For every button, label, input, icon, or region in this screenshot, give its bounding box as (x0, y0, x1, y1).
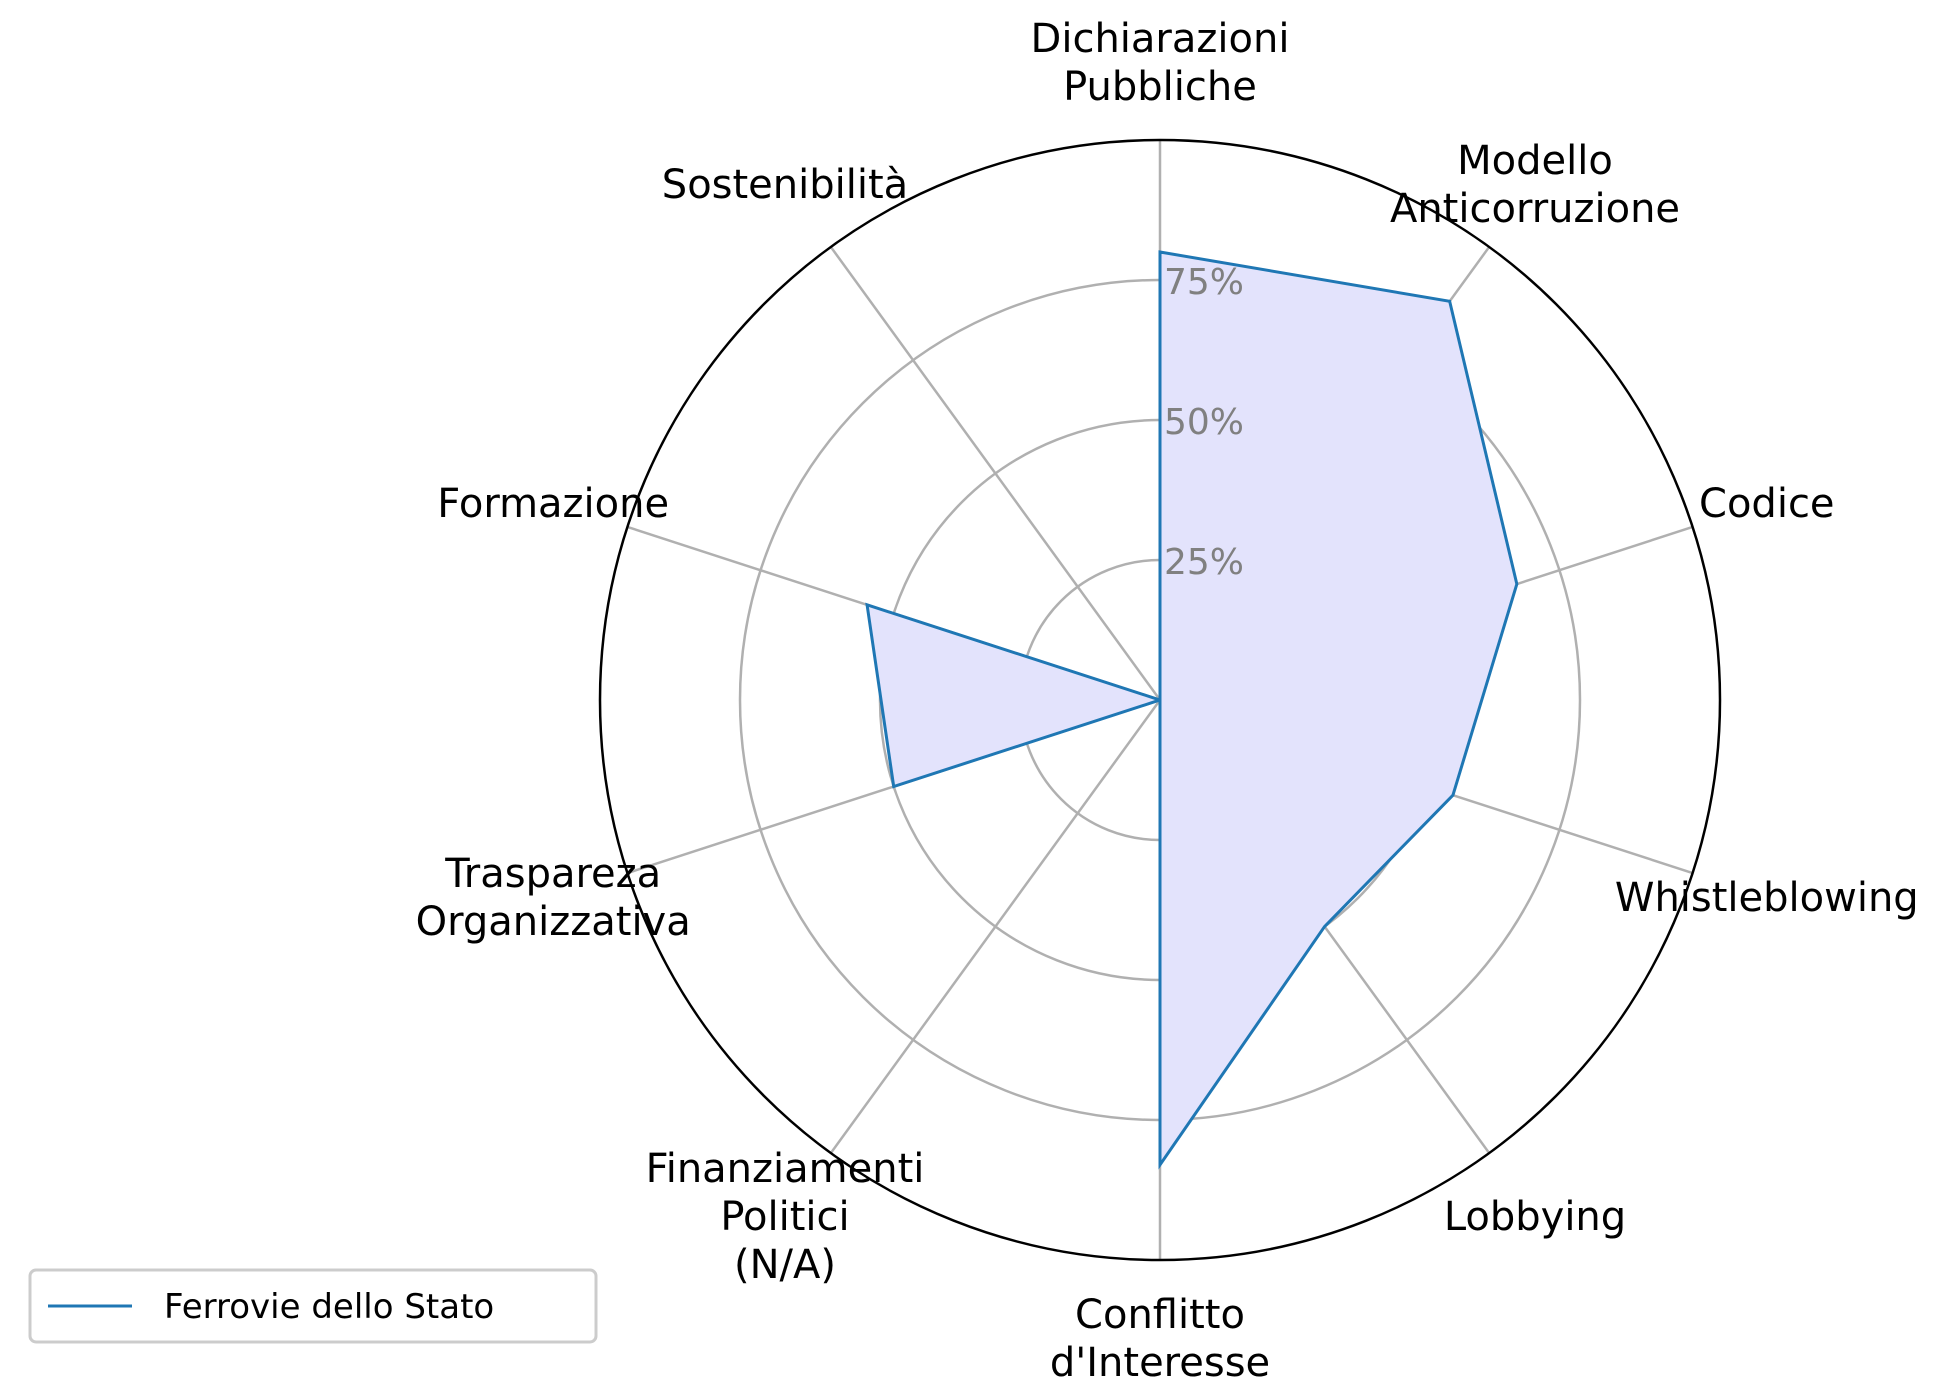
spoke-7 (829, 699, 1162, 1154)
r-tick-label-1: 25% (1164, 542, 1244, 583)
category-label-7: Finanziamenti Politici (N/A) (646, 1146, 925, 1288)
category-label-3: Codice (1699, 481, 1835, 527)
category-label-1: Dichiarazioni Pubbliche (1031, 16, 1290, 110)
legend: Ferrovie dello Stato (28, 1268, 598, 1344)
tick-layer: 25% 50% 75% (1164, 262, 1244, 583)
category-label-8: Traspareza Organizzativa (416, 851, 691, 945)
legend-frame (28, 1268, 598, 1344)
r-tick-label-3: 75% (1164, 262, 1244, 303)
spoke-10 (829, 246, 1162, 701)
category-label-5: Lobbying (1444, 1194, 1626, 1240)
category-label-9: Formazione (437, 481, 669, 527)
series-area-1 (867, 252, 1517, 1165)
r-tick-label-2: 50% (1164, 402, 1244, 443)
series-line-1 (865, 250, 1519, 1170)
spine-layer (598, 138, 1722, 1262)
category-label-2: Modello Anticorruzione (1390, 138, 1680, 232)
series-layer (865, 250, 1519, 1170)
polar-spine (598, 138, 1722, 1262)
legend-label: Ferrovie dello Stato (164, 1287, 494, 1327)
category-label-6: Conflitto d'Interesse (1050, 1292, 1270, 1382)
category-label-4: Whistleblowing (1615, 875, 1919, 921)
category-label-10: Sostenibilità (662, 162, 908, 208)
category-label-layer: Dichiarazioni Pubbliche Modello Anticorruzi… (416, 16, 1919, 1382)
